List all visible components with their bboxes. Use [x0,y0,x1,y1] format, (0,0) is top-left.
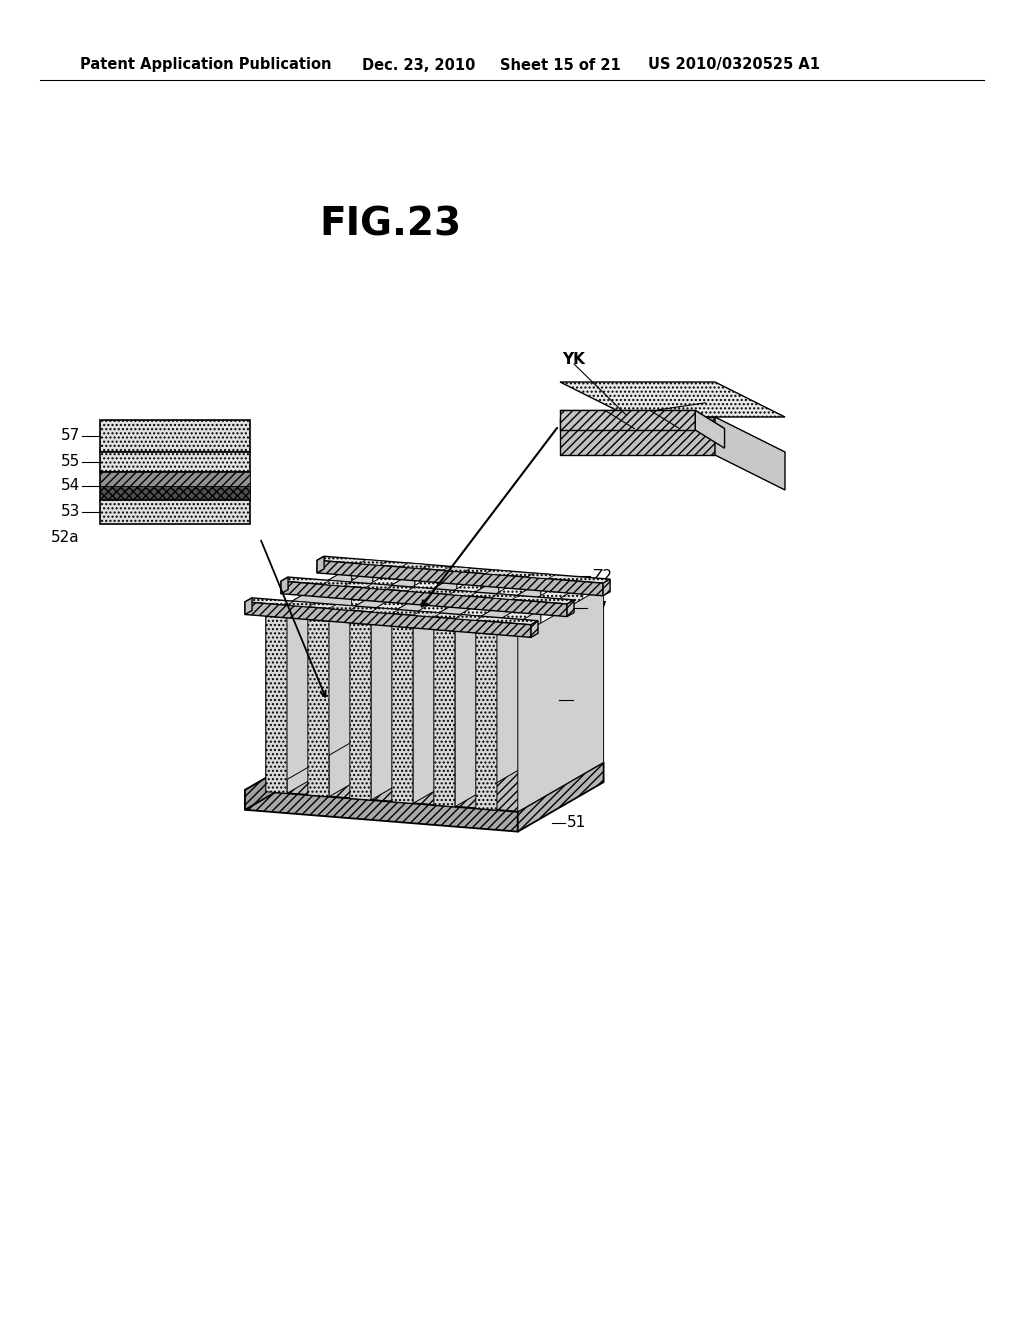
Text: Sheet 15 of 21: Sheet 15 of 21 [500,58,621,73]
Polygon shape [351,566,373,744]
Polygon shape [455,582,541,807]
Polygon shape [715,417,785,490]
Text: Ih: Ih [584,413,598,428]
Polygon shape [476,634,497,810]
Polygon shape [245,598,538,624]
Text: Patent Application Publication: Patent Application Publication [80,58,332,73]
Polygon shape [519,579,541,758]
Polygon shape [371,609,399,614]
Polygon shape [287,569,373,793]
Polygon shape [281,577,574,605]
Polygon shape [392,626,413,804]
Polygon shape [485,570,513,576]
Polygon shape [317,556,324,573]
Polygon shape [392,577,499,628]
Polygon shape [413,578,499,804]
Polygon shape [527,573,555,578]
Polygon shape [365,583,393,590]
Text: 51: 51 [566,816,586,830]
Polygon shape [266,566,351,792]
Polygon shape [455,615,483,620]
Polygon shape [329,572,415,797]
Polygon shape [434,579,541,631]
Polygon shape [100,473,250,500]
Polygon shape [560,381,785,417]
Polygon shape [350,623,371,800]
Polygon shape [100,473,250,486]
Polygon shape [100,486,250,500]
Polygon shape [449,590,477,597]
Text: 52a: 52a [51,531,80,545]
Polygon shape [490,594,519,599]
Polygon shape [308,619,329,797]
Text: FIG.23: FIG.23 [318,206,461,244]
Polygon shape [317,556,610,583]
Text: 53: 53 [60,504,80,520]
Polygon shape [100,451,250,473]
Polygon shape [434,630,455,807]
Polygon shape [359,560,387,565]
Text: US 2010/0320525 A1: US 2010/0320525 A1 [648,58,820,73]
Polygon shape [695,411,725,449]
Polygon shape [287,601,314,607]
Text: Dec. 23, 2010: Dec. 23, 2010 [362,58,475,73]
Polygon shape [518,763,603,832]
Polygon shape [281,577,288,594]
Polygon shape [245,741,603,812]
Polygon shape [567,599,574,616]
Polygon shape [317,560,603,595]
Polygon shape [281,581,567,616]
Polygon shape [476,583,583,635]
Polygon shape [401,564,429,569]
Polygon shape [518,587,603,812]
Polygon shape [561,583,583,760]
Polygon shape [605,411,680,429]
Polygon shape [100,500,250,524]
Text: 57: 57 [711,395,729,411]
Polygon shape [560,411,634,429]
Polygon shape [371,576,457,800]
Polygon shape [245,741,331,809]
Text: YK: YK [562,352,585,367]
Text: 54: 54 [60,479,80,494]
Polygon shape [435,573,457,751]
Polygon shape [560,417,715,455]
Polygon shape [413,611,441,616]
Text: 57: 57 [589,601,608,615]
Polygon shape [531,620,538,638]
Polygon shape [650,411,725,429]
Polygon shape [443,566,471,572]
Polygon shape [245,602,531,638]
Polygon shape [266,566,373,618]
Polygon shape [350,573,457,624]
Text: 52a: 52a [574,693,603,708]
Polygon shape [308,570,415,622]
Polygon shape [477,577,499,754]
Text: 57: 57 [60,429,80,444]
Text: 55: 55 [60,454,80,470]
Polygon shape [407,587,435,593]
Polygon shape [245,598,252,615]
Text: Z2: Z2 [592,569,612,583]
Polygon shape [560,411,695,430]
Polygon shape [245,789,518,832]
Polygon shape [329,605,357,610]
Polygon shape [603,579,610,595]
Polygon shape [323,581,351,586]
Polygon shape [266,616,287,793]
Polygon shape [393,570,415,747]
Polygon shape [100,420,250,451]
